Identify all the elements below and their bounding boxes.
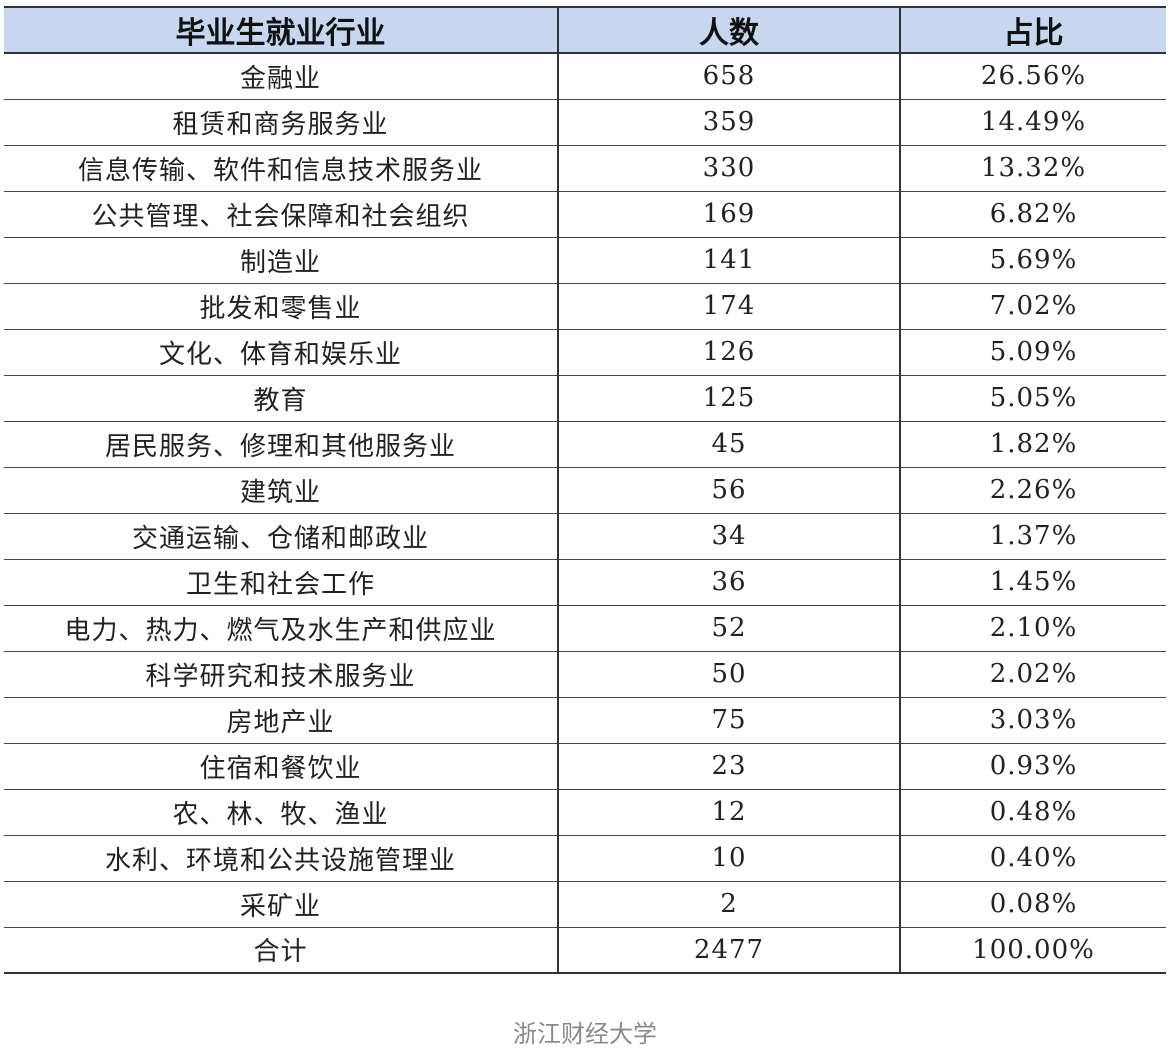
table-row: 文化、体育和娱乐业 126 5.09%: [4, 329, 1166, 376]
cell-total-label: 合计: [4, 927, 558, 974]
cell-total-share: 100.00%: [899, 927, 1166, 974]
header-row: 毕业生就业行业 人数 占比: [4, 6, 1166, 54]
table-header: 毕业生就业行业 人数 占比: [4, 6, 1166, 54]
cell-industry: 水利、环境和公共设施管理业: [4, 835, 558, 882]
employment-industry-table: 毕业生就业行业 人数 占比 金融业 658 26.56% 租赁和商务服务业 35…: [4, 6, 1166, 974]
total-row: 合计 2477 100.00%: [4, 927, 1166, 974]
table-row: 制造业 141 5.69%: [4, 237, 1166, 284]
cell-industry: 批发和零售业: [4, 283, 558, 330]
table-row: 教育 125 5.05%: [4, 375, 1166, 422]
cell-share: 3.03%: [899, 697, 1166, 744]
cell-industry: 住宿和餐饮业: [4, 743, 558, 790]
cell-share: 0.48%: [899, 789, 1166, 836]
cell-industry: 制造业: [4, 237, 558, 284]
cell-share: 1.45%: [899, 559, 1166, 606]
cell-industry: 电力、热力、燃气及水生产和供应业: [4, 605, 558, 652]
cell-share: 0.93%: [899, 743, 1166, 790]
table-row: 卫生和社会工作 36 1.45%: [4, 559, 1166, 606]
cell-industry: 金融业: [4, 53, 558, 100]
cell-industry: 信息传输、软件和信息技术服务业: [4, 145, 558, 192]
cell-industry: 卫生和社会工作: [4, 559, 558, 606]
employment-table-container: 毕业生就业行业 人数 占比 金融业 658 26.56% 租赁和商务服务业 35…: [4, 6, 1166, 974]
cell-count: 45: [557, 421, 900, 468]
table-row: 金融业 658 26.56%: [4, 53, 1166, 100]
cell-industry: 公共管理、社会保障和社会组织: [4, 191, 558, 238]
cell-count: 36: [557, 559, 900, 606]
cell-industry: 文化、体育和娱乐业: [4, 329, 558, 376]
cell-industry: 房地产业: [4, 697, 558, 744]
cell-share: 5.09%: [899, 329, 1166, 376]
cell-share: 5.05%: [899, 375, 1166, 422]
table-body: 金融业 658 26.56% 租赁和商务服务业 359 14.49% 信息传输、…: [4, 53, 1166, 974]
cell-share: 1.82%: [899, 421, 1166, 468]
cell-count: 10: [557, 835, 900, 882]
cell-count: 2: [557, 881, 900, 928]
cell-share: 6.82%: [899, 191, 1166, 238]
cell-share: 13.32%: [899, 145, 1166, 192]
cell-share: 5.69%: [899, 237, 1166, 284]
cell-industry: 租赁和商务服务业: [4, 99, 558, 146]
cell-count: 34: [557, 513, 900, 560]
cell-share: 26.56%: [899, 53, 1166, 100]
cell-share: 1.37%: [899, 513, 1166, 560]
cell-count: 75: [557, 697, 900, 744]
cell-industry: 交通运输、仓储和邮政业: [4, 513, 558, 560]
header-industry: 毕业生就业行业: [4, 6, 558, 54]
cell-share: 0.40%: [899, 835, 1166, 882]
table-row: 建筑业 56 2.26%: [4, 467, 1166, 514]
cell-industry: 采矿业: [4, 881, 558, 928]
header-share: 占比: [899, 6, 1166, 54]
cell-count: 12: [557, 789, 900, 836]
table-row: 批发和零售业 174 7.02%: [4, 283, 1166, 330]
cell-share: 2.02%: [899, 651, 1166, 698]
table-row: 采矿业 2 0.08%: [4, 881, 1166, 928]
table-row: 房地产业 75 3.03%: [4, 697, 1166, 744]
cell-total-count: 2477: [557, 927, 900, 974]
table-row: 交通运输、仓储和邮政业 34 1.37%: [4, 513, 1166, 560]
cell-count: 359: [557, 99, 900, 146]
table-row: 信息传输、软件和信息技术服务业 330 13.32%: [4, 145, 1166, 192]
cell-industry: 建筑业: [4, 467, 558, 514]
cell-count: 52: [557, 605, 900, 652]
cell-industry: 科学研究和技术服务业: [4, 651, 558, 698]
table-row: 居民服务、修理和其他服务业 45 1.82%: [4, 421, 1166, 468]
cell-count: 23: [557, 743, 900, 790]
header-count: 人数: [557, 6, 900, 54]
cell-count: 330: [557, 145, 900, 192]
table-row: 公共管理、社会保障和社会组织 169 6.82%: [4, 191, 1166, 238]
table-row: 农、林、牧、渔业 12 0.48%: [4, 789, 1166, 836]
cell-share: 2.26%: [899, 467, 1166, 514]
cell-share: 7.02%: [899, 283, 1166, 330]
cell-count: 56: [557, 467, 900, 514]
cell-share: 2.10%: [899, 605, 1166, 652]
cell-share: 14.49%: [899, 99, 1166, 146]
table-row: 电力、热力、燃气及水生产和供应业 52 2.10%: [4, 605, 1166, 652]
source-caption: 浙江财经大学: [513, 1020, 657, 1048]
table-row: 科学研究和技术服务业 50 2.02%: [4, 651, 1166, 698]
table-row: 水利、环境和公共设施管理业 10 0.40%: [4, 835, 1166, 882]
table-row: 租赁和商务服务业 359 14.49%: [4, 99, 1166, 146]
cell-count: 125: [557, 375, 900, 422]
cell-industry: 居民服务、修理和其他服务业: [4, 421, 558, 468]
cell-count: 126: [557, 329, 900, 376]
cell-share: 0.08%: [899, 881, 1166, 928]
table-row: 住宿和餐饮业 23 0.93%: [4, 743, 1166, 790]
cell-count: 141: [557, 237, 900, 284]
cell-industry: 教育: [4, 375, 558, 422]
cell-count: 174: [557, 283, 900, 330]
cell-count: 169: [557, 191, 900, 238]
cell-industry: 农、林、牧、渔业: [4, 789, 558, 836]
cell-count: 50: [557, 651, 900, 698]
cell-count: 658: [557, 53, 900, 100]
